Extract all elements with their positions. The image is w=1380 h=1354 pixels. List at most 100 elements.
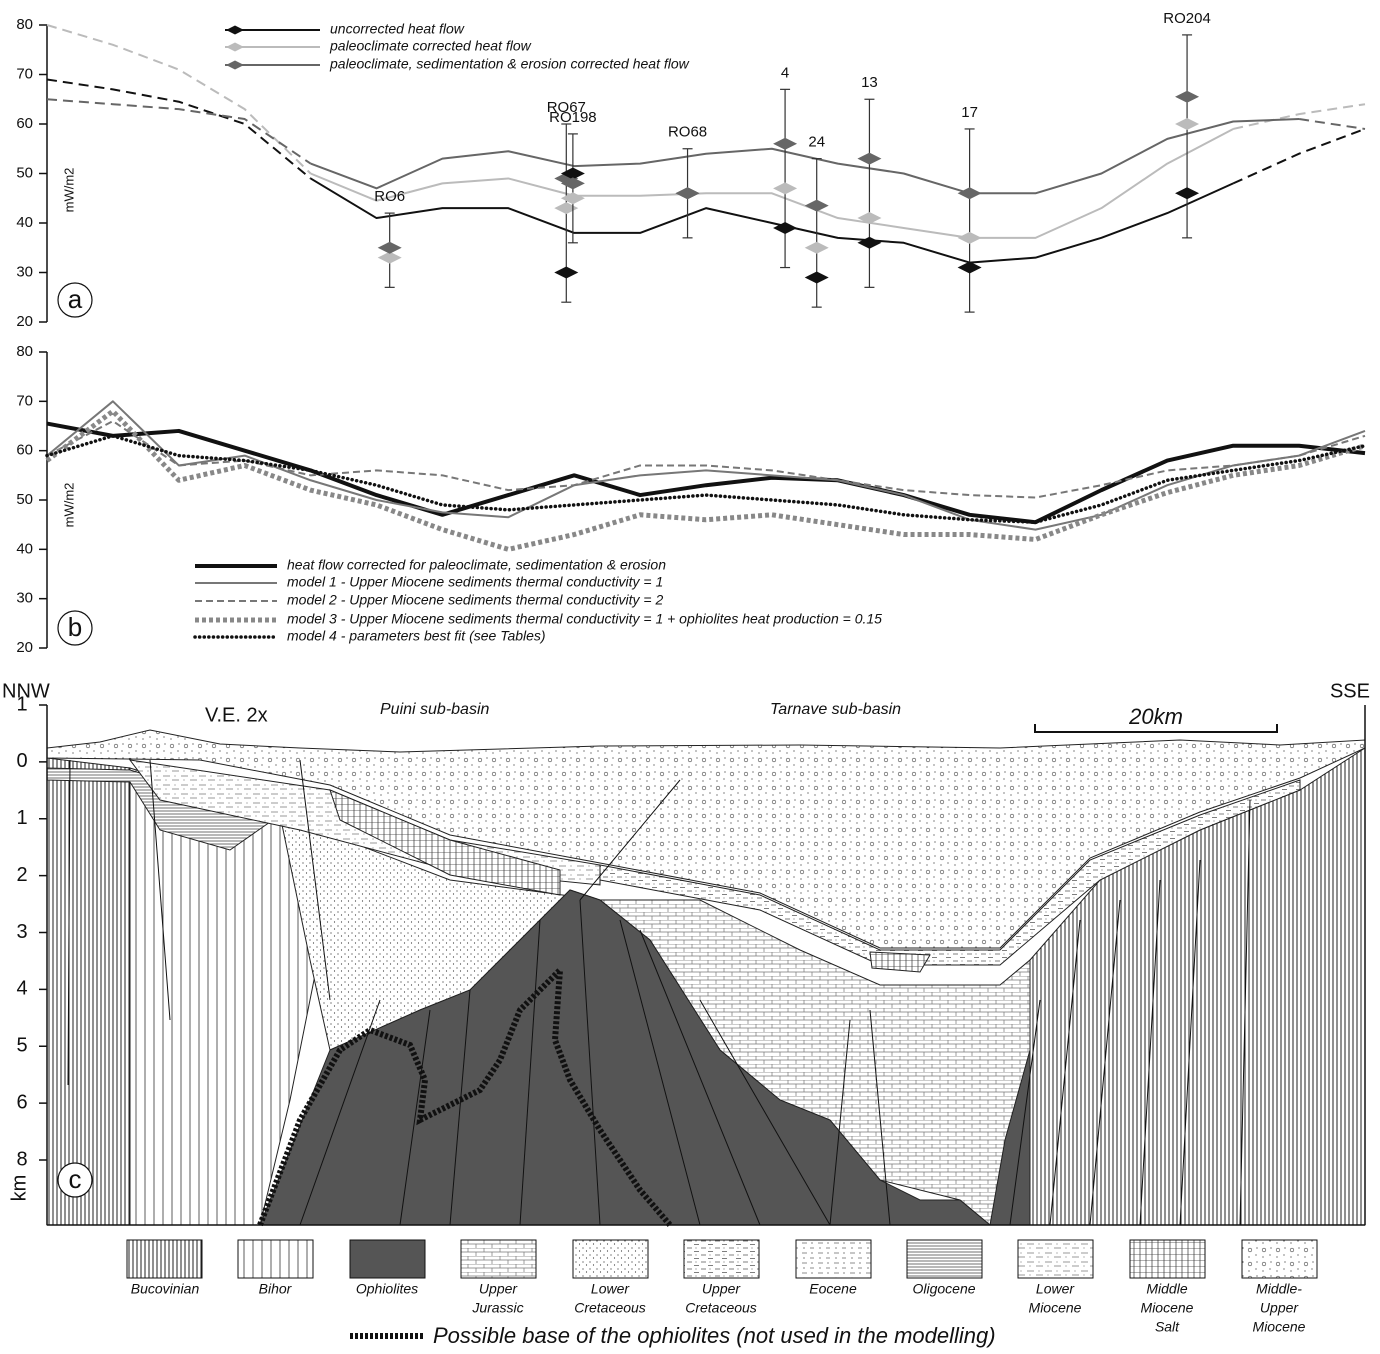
basin-label: Puini sub-basin [380, 701, 490, 718]
legend-swatch [350, 1240, 425, 1278]
well-label: 17 [961, 104, 978, 121]
legend-swatch [1018, 1240, 1093, 1278]
well-label: RO68 [668, 124, 707, 141]
well-marker [554, 202, 578, 214]
legend-label: paleoclimate, sedimentation & erosion co… [329, 56, 690, 72]
y-tick-label: 30 [16, 263, 33, 280]
unit-label: Bucovinian [131, 1281, 200, 1297]
well-marker [805, 242, 829, 254]
series-line [311, 129, 1234, 238]
well-marker [676, 187, 700, 199]
bucovinian-unit [47, 758, 130, 1225]
panel-label: c [69, 1164, 82, 1194]
depth-tick-label: 1 [16, 693, 27, 715]
depth-unit: km [8, 1175, 30, 1202]
unit-label: Upper [702, 1281, 741, 1297]
unit-label: Lower [1036, 1281, 1075, 1297]
legend-label: model 4 - parameters best fit (see Table… [287, 628, 546, 644]
unit-label: Salt [1155, 1319, 1180, 1335]
unit-label: Jurassic [471, 1300, 523, 1316]
unit-label: Bihor [259, 1281, 293, 1297]
series-line [311, 178, 1234, 262]
depth-tick-label: 3 [16, 921, 27, 943]
y-tick-label: 30 [16, 590, 33, 607]
legend-label: model 3 - Upper Miocene sediments therma… [287, 611, 882, 627]
legend-swatch [1130, 1240, 1205, 1278]
legend-label: heat flow corrected for paleoclimate, se… [287, 557, 666, 573]
series-line [47, 99, 311, 163]
y-tick-label: 40 [16, 540, 33, 557]
series-line [47, 79, 311, 178]
legend-marker [226, 43, 244, 52]
depth-tick-label: 0 [16, 750, 27, 772]
legend-marker [226, 26, 244, 35]
unit-label: Middle [1146, 1281, 1187, 1297]
y-tick-label: 40 [16, 214, 33, 231]
series-line [1233, 104, 1365, 129]
y-tick-label: 60 [16, 442, 33, 459]
legend-swatch [684, 1240, 759, 1278]
panel-label: b [68, 612, 82, 642]
y-axis-label: mW/m2 [61, 483, 76, 528]
depth-tick-label: 2 [16, 864, 27, 886]
y-axis-label: mW/m2 [61, 168, 76, 213]
depth-tick-label: 8 [16, 1148, 27, 1170]
unit-label: Lower [591, 1281, 630, 1297]
well-label: 4 [781, 64, 789, 81]
unit-label: Middle- [1256, 1281, 1302, 1297]
unit-label: Miocene [1253, 1319, 1306, 1335]
figure: 20km NNW SSE V.E. 2x Puini sub-basin Tar… [0, 0, 1380, 1354]
y-tick-label: 70 [16, 65, 33, 82]
well-marker [1175, 91, 1199, 103]
legend-label: model 2 - Upper Miocene sediments therma… [287, 592, 663, 608]
legend-swatch [907, 1240, 982, 1278]
legend-swatch [127, 1240, 202, 1278]
legend-swatch [796, 1240, 871, 1278]
cross-section: 20km NNW SSE V.E. 2x Puini sub-basin Tar… [2, 680, 1370, 1225]
well-marker [958, 262, 982, 274]
depth-tick-label: 1 [16, 807, 27, 829]
unit-label: Oligocene [912, 1281, 975, 1297]
depth-tick-label: 4 [16, 978, 27, 1000]
y-tick-label: 20 [16, 313, 33, 330]
depth-tick-label: 5 [16, 1035, 27, 1057]
right-end-label: SSE [1330, 680, 1370, 702]
legend-marker [226, 61, 244, 70]
well-marker [554, 267, 578, 279]
y-tick-label: 80 [16, 343, 33, 360]
y-tick-label: 80 [16, 16, 33, 33]
y-tick-label: 70 [16, 392, 33, 409]
legend-label: uncorrected heat flow [330, 21, 465, 37]
vertical-exaggeration: V.E. 2x [205, 704, 268, 726]
well-marker [1175, 118, 1199, 130]
well-marker [958, 232, 982, 244]
page: 20km NNW SSE V.E. 2x Puini sub-basin Tar… [0, 0, 1380, 1354]
y-tick-label: 50 [16, 164, 33, 181]
series-line [47, 424, 1365, 523]
scale-bar-label: 20km [1128, 704, 1183, 729]
unit-label: Miocene [1141, 1300, 1194, 1316]
unit-label: Ophiolites [356, 1281, 418, 1297]
series-line [1233, 129, 1365, 183]
panel-label: a [68, 284, 83, 314]
well-label: RO198 [549, 109, 597, 126]
unit-legend [127, 1240, 1317, 1278]
unit-label: Cretaceous [574, 1300, 646, 1316]
legend-label: model 1 - Upper Miocene sediments therma… [287, 574, 663, 590]
salt-layer [870, 952, 930, 972]
basin-label: Tarnave sub-basin [770, 701, 901, 718]
legend-label: paleoclimate corrected heat flow [329, 38, 532, 54]
depth-tick-label: 6 [16, 1091, 27, 1113]
well-marker [805, 200, 829, 212]
legend-swatch [573, 1240, 648, 1278]
y-tick-label: 50 [16, 491, 33, 508]
well-label: 13 [861, 74, 878, 91]
unit-label: Eocene [809, 1281, 857, 1297]
well-label: RO6 [374, 188, 405, 205]
well-marker [773, 182, 797, 194]
legend-swatch [461, 1240, 536, 1278]
unit-label: Upper [1260, 1300, 1299, 1316]
y-tick-label: 20 [16, 639, 33, 656]
well-marker [857, 153, 881, 165]
well-marker [805, 271, 829, 283]
